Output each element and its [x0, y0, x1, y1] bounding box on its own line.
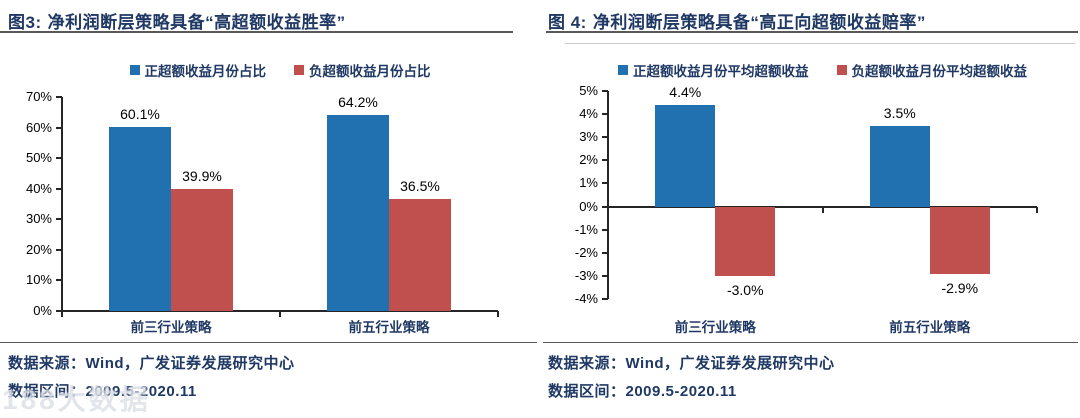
data-range-text: 数据区间：2009.5-2020.11: [548, 383, 737, 400]
bar: [327, 114, 389, 311]
y-axis-line: [607, 91, 609, 299]
figure-4-label: 图 4:: [548, 13, 587, 32]
bar: [655, 104, 716, 207]
x-tick-mark: [1036, 206, 1038, 213]
data-range-text: 数据区间：2009.5-2020.11: [8, 383, 197, 400]
x-tick-mark: [821, 206, 824, 213]
y-tick-label: 1%: [579, 175, 598, 191]
x-tick-mark: [279, 311, 281, 317]
legend-label: 正超额收益月份平均超额收益: [633, 64, 809, 79]
bar: [929, 206, 990, 274]
y-tick-mark: [56, 96, 62, 98]
x-category-label: 前五行业策略: [348, 320, 430, 335]
data-source-text: 数据来源：Wind，广发证券发展研究中心: [548, 355, 835, 372]
y-tick-mark: [56, 279, 62, 282]
y-tick-label: -4%: [574, 291, 598, 306]
y-tick-mark: [56, 218, 62, 221]
bar: [171, 189, 233, 311]
bar: [715, 206, 776, 276]
y-tick-label: -1%: [574, 221, 598, 237]
y-tick-mark: [602, 251, 608, 254]
bar-value-label: 36.5%: [400, 178, 440, 195]
y-tick-label: 10%: [25, 272, 52, 288]
figure-3-label: 图3:: [8, 13, 42, 32]
y-tick-label: 20%: [25, 241, 52, 257]
legend-item: 负超额收益月份平均超额收益: [836, 60, 1028, 80]
y-tick-mark: [56, 187, 62, 190]
y-tick-label: 30%: [25, 211, 52, 227]
y-tick-label: 40%: [25, 180, 52, 196]
bar: [109, 127, 171, 311]
figure-4-title: 图 4: 净利润断层策略具备“高正向超额收益赔率”: [548, 8, 926, 33]
bar-value-label: 60.1%: [120, 106, 160, 123]
footer-divider: [0, 342, 537, 343]
figure-3-panel: 图3: 净利润断层策略具备“高超额收益胜率” 正超额收益月份占比 负超额收益月份占比…: [0, 0, 540, 414]
data-source-text: 数据来源：Wind，广发证券发展研究中心: [8, 355, 295, 372]
y-tick-label: 2%: [579, 152, 598, 168]
figure-3-legend: 正超额收益月份占比 负超额收益月份占比: [62, 61, 498, 79]
figure-3-title: 图3: 净利润断层策略具备“高超额收益胜率”: [8, 8, 346, 33]
x-tick-mark: [61, 311, 63, 317]
title-underline: [546, 31, 1078, 33]
y-tick-mark: [602, 205, 608, 208]
y-tick-mark: [602, 113, 608, 116]
y-tick-label: 60%: [25, 119, 52, 135]
legend-swatch: [129, 65, 140, 75]
y-tick-label: 0%: [33, 303, 52, 318]
y-tick-mark: [602, 90, 608, 92]
legend-item: 负超额收益月份占比: [294, 60, 431, 80]
bar-value-label: -3.0%: [726, 281, 764, 298]
bar: [389, 199, 451, 311]
y-tick-label: 4%: [579, 106, 598, 122]
legend-swatch: [294, 65, 304, 75]
figure-3-title-text: 净利润断层策略具备“高超额收益胜率”: [47, 13, 346, 32]
legend-swatch: [836, 65, 847, 75]
y-tick-mark: [602, 274, 608, 277]
legend-label: 负超额收益月份平均超额收益: [851, 64, 1028, 79]
y-axis-line: [61, 97, 63, 311]
y-tick-mark: [602, 298, 608, 300]
bar-value-label: 3.5%: [883, 104, 916, 121]
figure-3-chart: 70% 60% 50% 40% 30% 20% 10% 0% 60.1% 39.9% 前三行业策略 6…: [0, 0, 540, 414]
y-tick-label: 70%: [25, 89, 52, 104]
x-category-label: 前三行业策略: [674, 320, 756, 335]
x-category-label: 前三行业策略: [130, 320, 212, 335]
y-tick-label: -3%: [574, 267, 598, 283]
y-tick-mark: [56, 126, 62, 129]
y-tick-mark: [56, 248, 62, 251]
figure-4-legend: 正超额收益月份平均超额收益 负超额收益月份平均超额收益: [608, 61, 1037, 79]
y-tick-label: 5%: [579, 83, 598, 98]
title-sub-rule: [565, 43, 1075, 44]
bar-value-label: 64.2%: [338, 93, 378, 110]
footer-divider: [543, 342, 1078, 343]
bar-value-label: 39.9%: [182, 168, 222, 185]
legend-item: 正超额收益月份占比: [129, 60, 267, 80]
title-underline: [0, 31, 513, 33]
y-tick-mark: [56, 157, 62, 160]
x-tick-mark: [607, 206, 609, 213]
y-tick-label: -2%: [574, 244, 598, 260]
legend-label: 负超额收益月份占比: [309, 64, 431, 79]
bar: [869, 125, 930, 207]
figure-4-chart: 5% 4% 3% 2% 1% 0% -1% -2% -3% -4% 4.4% -3.0% 前三行业策略 3…: [540, 0, 1080, 414]
y-tick-mark: [602, 159, 608, 162]
figure-4-panel: 图 4: 净利润断层策略具备“高正向超额收益赔率” 正超额收益月份平均超额收益 负超…: [540, 0, 1080, 414]
legend-swatch: [618, 65, 628, 75]
figure-4-title-text: 净利润断层策略具备“高正向超额收益赔率”: [592, 13, 926, 32]
x-tick-mark: [497, 311, 499, 317]
bar-value-label: 4.4%: [669, 83, 702, 100]
y-tick-mark: [602, 228, 608, 231]
y-tick-label: 50%: [25, 150, 52, 166]
y-tick-mark: [602, 182, 608, 185]
y-tick-label: 3%: [579, 129, 598, 145]
bar-value-label: -2.9%: [941, 279, 979, 296]
legend-label: 正超额收益月份占比: [144, 64, 267, 79]
y-tick-mark: [602, 136, 608, 139]
legend-item: 正超额收益月份平均超额收益: [618, 60, 809, 80]
y-tick-mark: [56, 310, 62, 312]
y-tick-label: 0%: [579, 198, 598, 214]
x-category-label: 前五行业策略: [889, 320, 971, 335]
